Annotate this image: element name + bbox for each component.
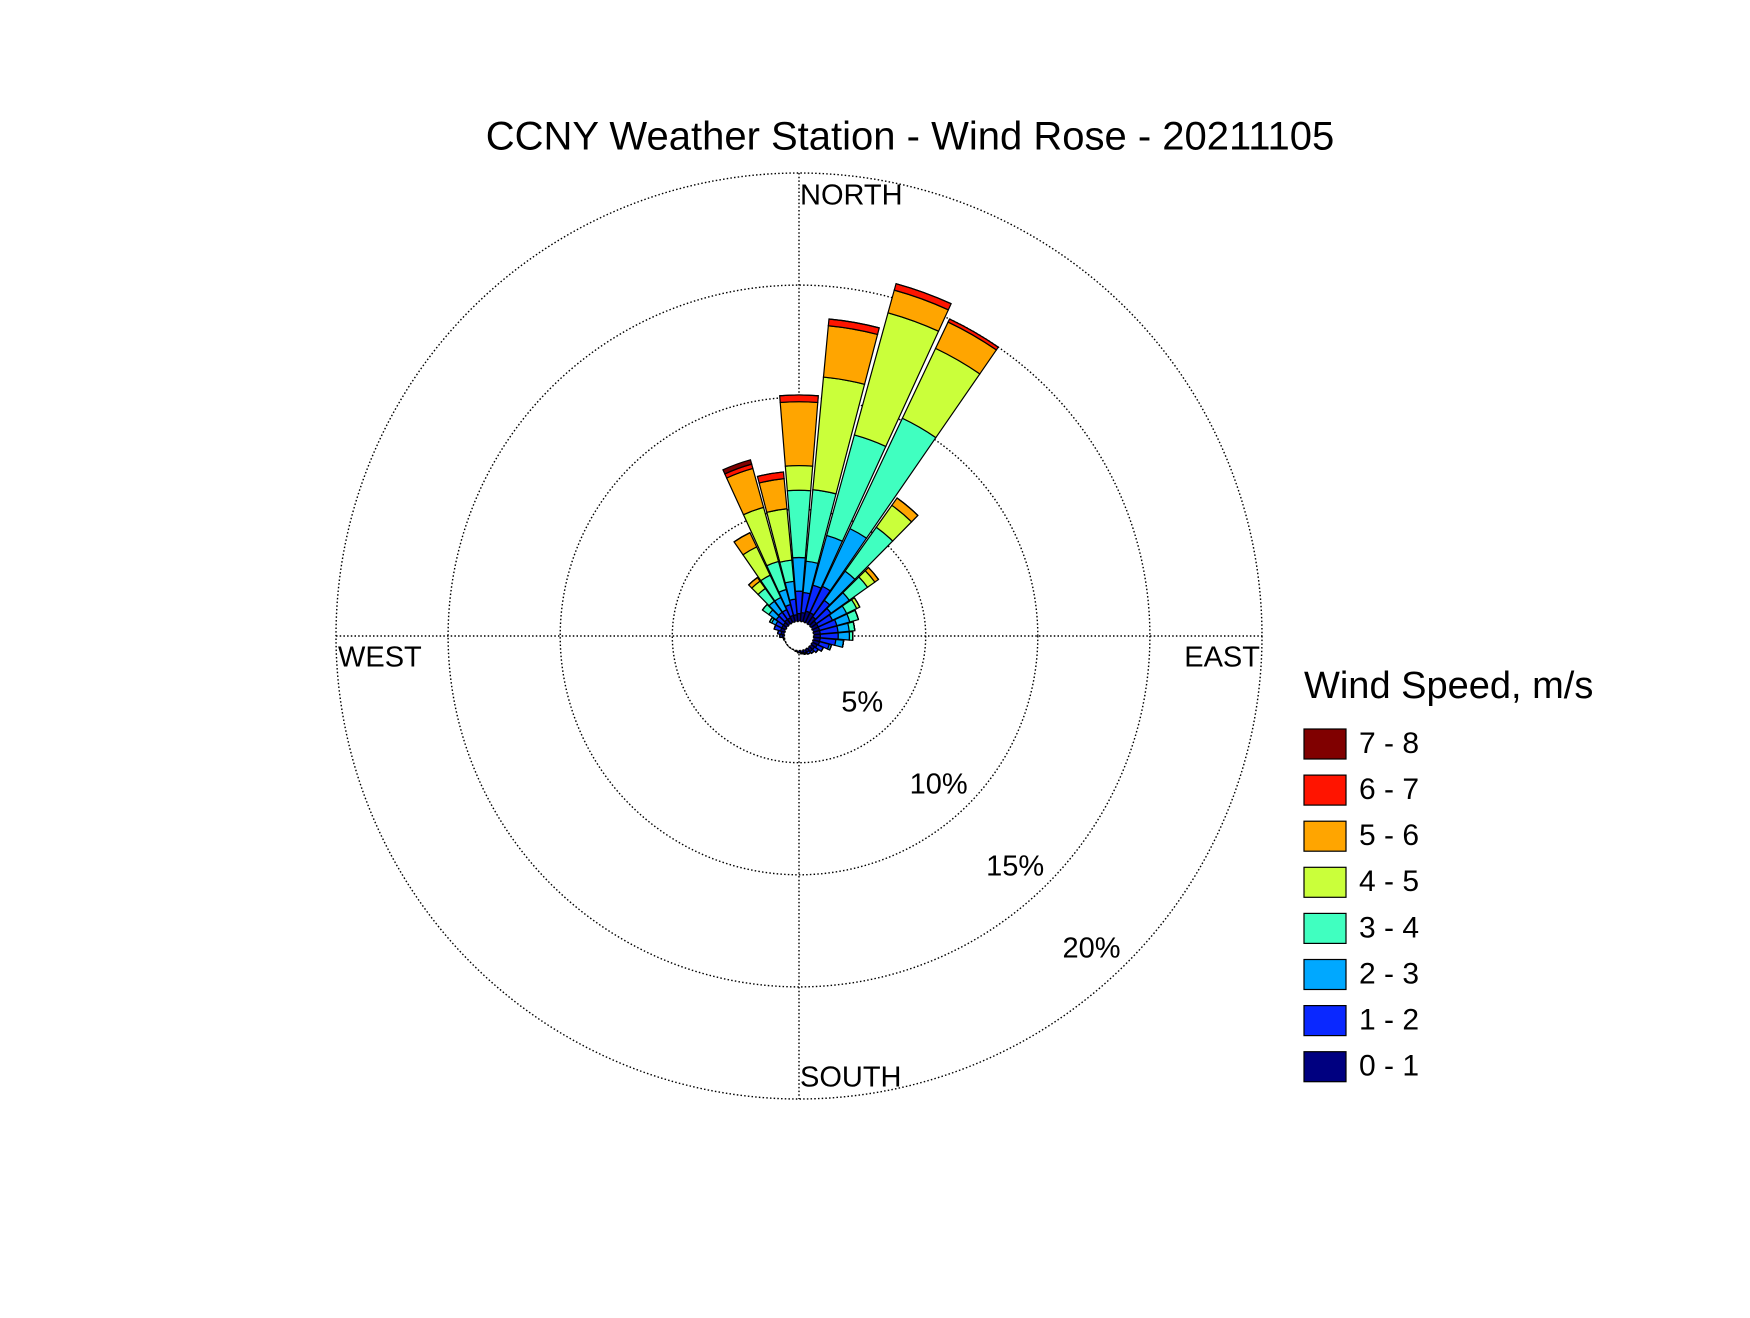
r-tick-label: 10% (910, 768, 968, 800)
r-tick-label: 5% (841, 686, 883, 718)
r-tick-label: 20% (1063, 932, 1121, 964)
compass-label: SOUTH (800, 1062, 902, 1094)
legend-swatch (1304, 867, 1346, 897)
rose-segment (778, 631, 779, 634)
legend-swatch (1304, 960, 1346, 990)
legend-title: Wind Speed, m/s (1304, 665, 1593, 707)
legend-label: 1 - 2 (1359, 1004, 1419, 1037)
legend-label: 4 - 5 (1359, 865, 1419, 898)
legend-swatch (1304, 729, 1346, 759)
chart-title: CCNY Weather Station - Wind Rose - 20211… (486, 115, 1335, 159)
legend-swatch (1304, 821, 1346, 851)
rose-segment (780, 402, 818, 466)
r-tick-label: 15% (986, 850, 1044, 882)
legend-label: 3 - 4 (1359, 911, 1419, 944)
compass-label: NORTH (800, 180, 903, 212)
compass-label: EAST (1184, 642, 1260, 674)
legend-label: 0 - 1 (1359, 1050, 1419, 1083)
hub (784, 621, 813, 650)
rose-segment (785, 466, 812, 491)
legend-swatch (1304, 1006, 1346, 1036)
rose-segment (801, 653, 804, 654)
legend-label: 6 - 7 (1359, 773, 1419, 806)
legend-label: 7 - 8 (1359, 727, 1419, 760)
compass-label: WEST (338, 642, 422, 674)
legend-label: 2 - 3 (1359, 957, 1419, 990)
rose-segment (780, 395, 819, 402)
legend-swatch (1304, 913, 1346, 943)
legend-label: 5 - 6 (1359, 819, 1419, 852)
legend-swatch (1304, 775, 1346, 805)
legend-swatch (1304, 1052, 1346, 1082)
rose-segment (838, 632, 849, 640)
